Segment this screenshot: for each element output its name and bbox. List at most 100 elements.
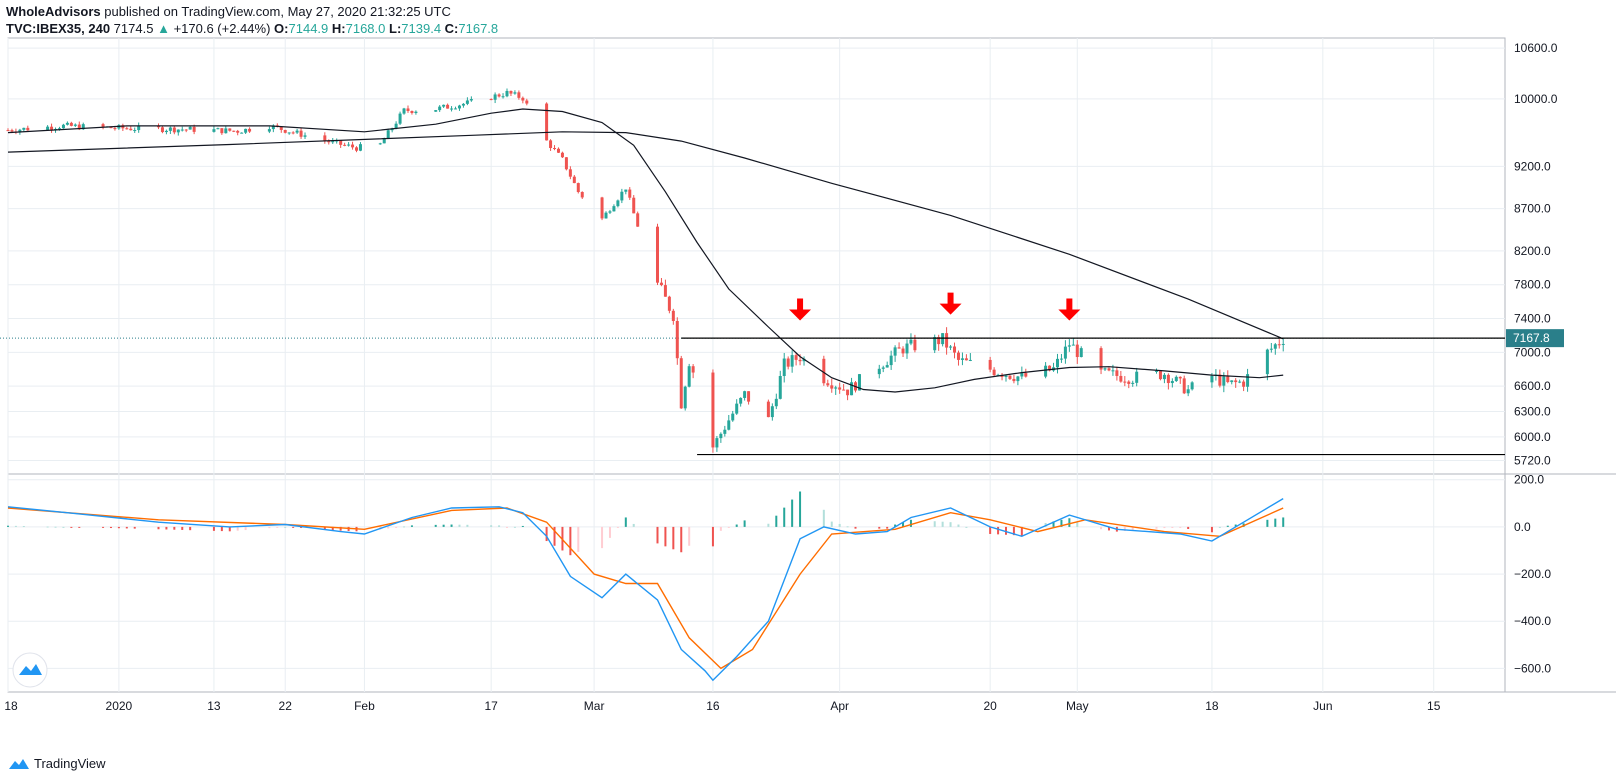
candle-up[interactable] [137, 125, 141, 131]
candle-up[interactable] [739, 397, 743, 404]
candle-up[interactable] [287, 132, 291, 134]
candle-up[interactable] [1044, 365, 1048, 377]
candle-down[interactable] [406, 108, 410, 112]
candle-up[interactable] [398, 113, 402, 124]
down-arrow-icon[interactable] [939, 292, 962, 315]
candle-up[interactable] [164, 130, 168, 133]
candle-down[interactable] [50, 126, 54, 130]
candle-up[interactable] [1230, 380, 1234, 383]
candle-down[interactable] [747, 391, 751, 402]
candle-down[interactable] [248, 128, 252, 132]
candle-down[interactable] [192, 126, 196, 132]
candle-down[interactable] [560, 152, 564, 158]
candle-up[interactable] [905, 343, 909, 354]
candle-up[interactable] [996, 374, 1000, 376]
candle-up[interactable] [1071, 344, 1075, 346]
candle-up[interactable] [1210, 375, 1214, 383]
candle-down[interactable] [509, 90, 513, 94]
candle-up[interactable] [1067, 345, 1071, 347]
candle-down[interactable] [572, 176, 576, 184]
candle-up[interactable] [715, 438, 719, 448]
candle-up[interactable] [1162, 374, 1166, 380]
candle-up[interactable] [683, 386, 687, 409]
candle-up[interactable] [770, 406, 774, 418]
candle-up[interactable] [1186, 389, 1190, 394]
candle-up[interactable] [382, 138, 386, 144]
candle-up[interactable] [267, 129, 271, 132]
candle-down[interactable] [671, 310, 675, 321]
candle-down[interactable] [553, 148, 557, 150]
candle-down[interactable] [632, 197, 636, 214]
candle-down[interactable] [945, 333, 949, 348]
candle-down[interactable] [1166, 374, 1170, 384]
candle-up[interactable] [620, 191, 624, 201]
candle-down[interactable] [1048, 365, 1052, 371]
candle-down[interactable] [766, 401, 770, 418]
candle-up[interactable] [133, 130, 137, 132]
candle-down[interactable] [69, 122, 73, 126]
candle-up[interactable] [81, 124, 85, 130]
candle-down[interactable] [675, 320, 679, 359]
candle-down[interactable] [1107, 368, 1111, 371]
candle-up[interactable] [465, 100, 469, 104]
candle-up[interactable] [790, 355, 794, 367]
candle-down[interactable] [556, 148, 560, 153]
candle-down[interactable] [343, 144, 347, 146]
candle-up[interactable] [604, 212, 608, 219]
candle-up[interactable] [624, 189, 628, 192]
candle-down[interactable] [77, 124, 81, 130]
candle-up[interactable] [850, 382, 854, 396]
candle-up[interactable] [893, 347, 897, 356]
candle-up[interactable] [271, 125, 275, 130]
candle-up[interactable] [454, 108, 458, 110]
candle-up[interactable] [378, 143, 382, 145]
candle-up[interactable] [1111, 370, 1115, 372]
candle-up[interactable] [1246, 374, 1250, 387]
candle-up[interactable] [212, 129, 216, 132]
candle-down[interactable] [1008, 375, 1012, 379]
candle-up[interactable] [743, 391, 747, 398]
candle-up[interactable] [723, 429, 727, 434]
candle-up[interactable] [687, 366, 691, 387]
candle-down[interactable] [10, 130, 14, 132]
candle-down[interactable] [521, 97, 525, 101]
candle-up[interactable] [22, 127, 26, 130]
candle-down[interactable] [113, 128, 117, 130]
candle-up[interactable] [394, 123, 398, 129]
candle-down[interactable] [659, 282, 663, 286]
candle-down[interactable] [1242, 381, 1246, 387]
candle-down[interactable] [838, 387, 842, 390]
candle-up[interactable] [414, 111, 418, 114]
candle-down[interactable] [489, 99, 493, 101]
candle-down[interactable] [937, 337, 941, 345]
candle-up[interactable] [331, 140, 335, 143]
candle-down[interactable] [1119, 375, 1123, 382]
candle-up[interactable] [505, 90, 509, 97]
candle-up[interactable] [457, 105, 461, 109]
candle-down[interactable] [901, 348, 905, 354]
candle-up[interactable] [501, 96, 505, 98]
candle-up[interactable] [834, 387, 838, 389]
candle-up[interactable] [176, 129, 180, 133]
candle-up[interactable] [1063, 346, 1067, 359]
candle-up[interactable] [949, 346, 953, 348]
candle-down[interactable] [786, 358, 790, 367]
candle-up[interactable] [358, 144, 362, 151]
candle-down[interactable] [842, 389, 846, 391]
candle-down[interactable] [26, 127, 30, 131]
candle-up[interactable] [857, 374, 861, 391]
candle-down[interactable] [1012, 378, 1016, 382]
candle-up[interactable] [1154, 370, 1158, 372]
candle-down[interactable] [830, 385, 834, 389]
candle-down[interactable] [299, 130, 303, 137]
candle-up[interactable] [224, 128, 228, 134]
candle-up[interactable] [1281, 343, 1285, 345]
candle-up[interactable] [877, 368, 881, 375]
candle-up[interactable] [461, 103, 465, 106]
candle-down[interactable] [826, 383, 830, 386]
candle-up[interactable] [881, 367, 885, 369]
candle-up[interactable] [188, 126, 192, 130]
candle-down[interactable] [636, 213, 640, 227]
candle-up[interactable] [347, 144, 351, 146]
candle-up[interactable] [18, 129, 22, 133]
